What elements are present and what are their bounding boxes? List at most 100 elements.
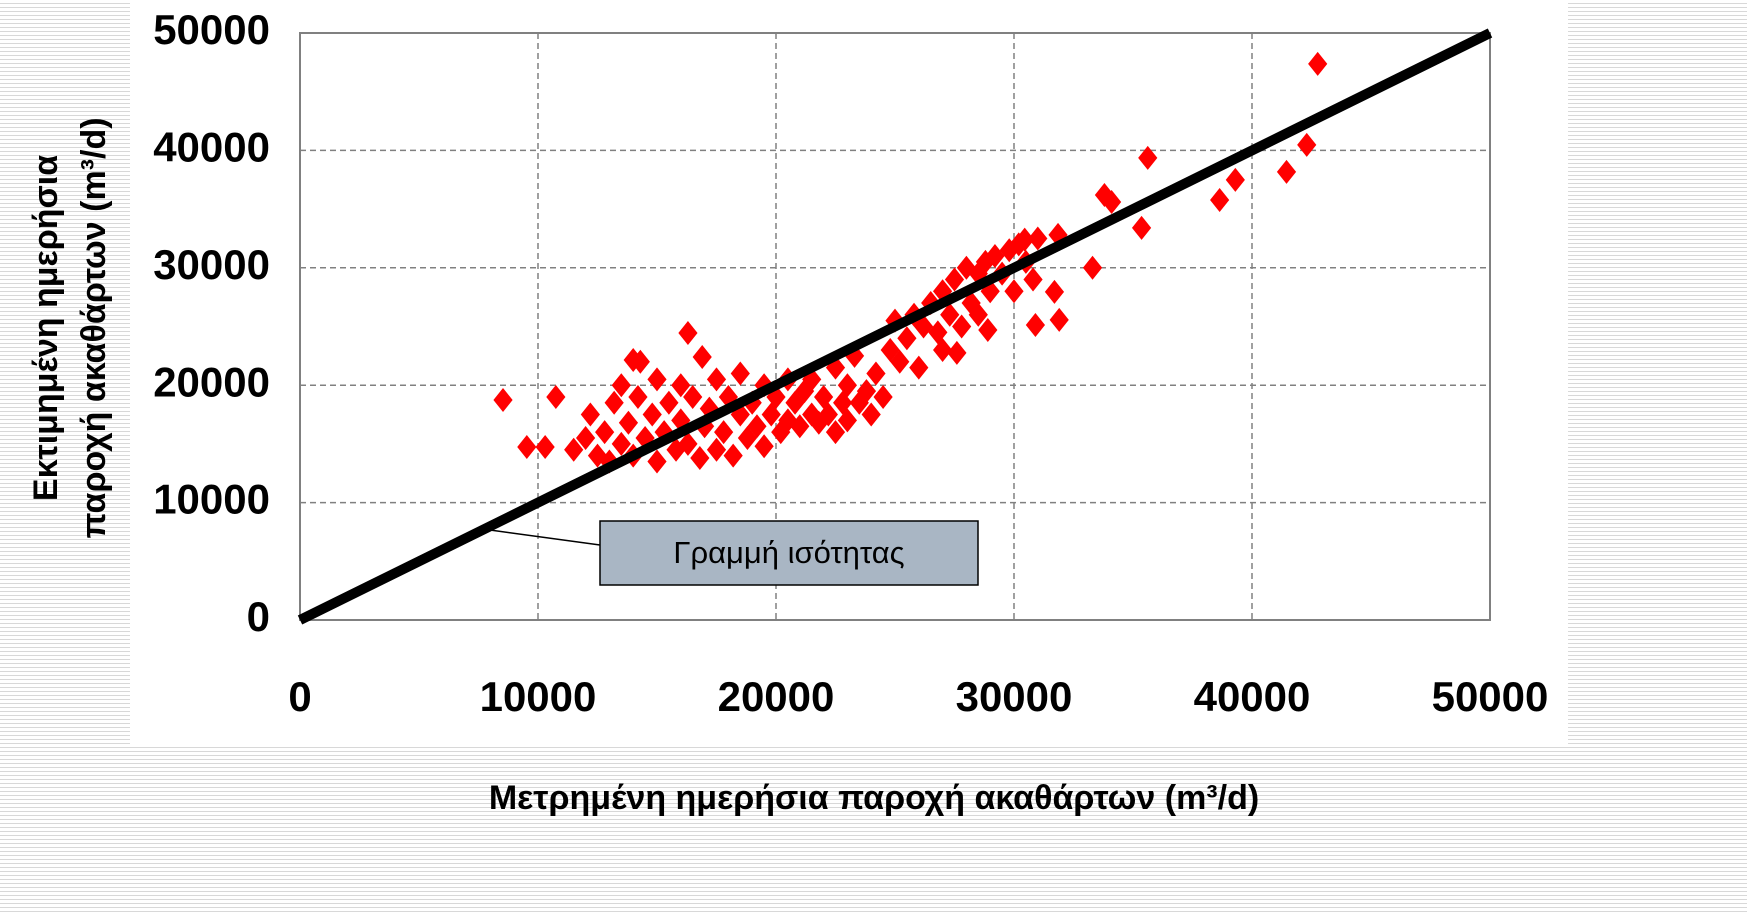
point <box>730 361 750 386</box>
point <box>642 402 662 427</box>
point <box>802 367 822 392</box>
point <box>825 420 846 445</box>
equality-line <box>297 28 1493 625</box>
point <box>1276 159 1297 184</box>
point <box>666 437 686 462</box>
point <box>980 279 1000 304</box>
y-tick-label: 40000 <box>153 123 270 170</box>
point <box>1028 226 1048 251</box>
point <box>595 420 615 445</box>
y-axis-title: Εκτιμημένη ημερήσια <box>27 155 65 501</box>
y-tick-label: 50000 <box>153 6 270 53</box>
x-tick-label: 30000 <box>956 673 1073 720</box>
point <box>785 390 805 415</box>
point <box>837 373 857 398</box>
point <box>678 320 698 345</box>
point <box>1225 167 1245 192</box>
point <box>1210 187 1230 212</box>
point <box>628 384 648 409</box>
point <box>647 367 667 392</box>
point <box>1131 215 1152 240</box>
point <box>576 426 596 451</box>
point <box>761 402 781 427</box>
point <box>1049 307 1069 332</box>
point <box>1004 279 1024 304</box>
point <box>706 437 727 462</box>
point <box>611 431 631 456</box>
point <box>1023 267 1043 292</box>
point <box>580 402 600 427</box>
point <box>706 367 727 392</box>
point <box>618 410 639 435</box>
point <box>897 326 917 351</box>
y-tick-label: 30000 <box>153 241 270 288</box>
point <box>999 238 1019 263</box>
x-tick-label: 20000 <box>718 673 835 720</box>
point <box>754 434 774 459</box>
point <box>564 437 584 462</box>
point <box>866 361 886 386</box>
point <box>1101 190 1122 215</box>
point <box>635 426 655 451</box>
point <box>1044 279 1065 304</box>
y-tick-label: 0 <box>247 593 270 640</box>
point <box>678 431 698 456</box>
point <box>933 279 953 304</box>
point <box>690 445 710 470</box>
point <box>1308 51 1328 76</box>
point <box>546 384 566 409</box>
point <box>683 384 703 409</box>
point <box>1138 145 1158 170</box>
annotation: Γραμμή ισότητας <box>673 535 904 570</box>
y-tick-label: 20000 <box>153 358 270 405</box>
point <box>1025 312 1046 337</box>
x-tick-label: 0 <box>288 673 311 720</box>
point <box>861 402 881 427</box>
point <box>978 318 998 343</box>
point <box>790 414 810 439</box>
point <box>952 314 972 339</box>
point <box>890 349 910 374</box>
point <box>1048 222 1068 247</box>
point <box>611 373 631 398</box>
point <box>1082 255 1103 280</box>
point <box>692 345 712 370</box>
point <box>517 434 537 459</box>
point <box>909 355 929 380</box>
point <box>714 420 734 445</box>
point <box>961 291 981 316</box>
y-axis-title: παροχή ακαθάρτων (m³/d) <box>75 117 113 538</box>
x-tick-label: 10000 <box>480 673 597 720</box>
point <box>873 384 893 409</box>
x-tick-label: 50000 <box>1432 673 1549 720</box>
point <box>947 340 967 365</box>
point <box>968 261 988 286</box>
point <box>880 337 900 362</box>
point <box>659 390 679 415</box>
y-tick-label: 10000 <box>153 476 270 523</box>
point <box>1009 232 1029 257</box>
point <box>671 408 691 433</box>
point <box>671 373 691 398</box>
point <box>747 414 767 439</box>
point <box>944 267 965 292</box>
point <box>940 302 960 327</box>
annotation-box <box>599 520 979 586</box>
annotation-pointer <box>489 529 601 546</box>
point <box>837 408 857 433</box>
point <box>647 449 667 474</box>
point <box>723 443 743 468</box>
point <box>1297 132 1317 157</box>
point <box>535 434 555 459</box>
point <box>968 302 988 327</box>
x-tick-label: 40000 <box>1194 673 1311 720</box>
point <box>856 379 877 404</box>
point <box>699 396 719 421</box>
point <box>849 390 869 415</box>
point <box>933 337 953 362</box>
point <box>604 390 624 415</box>
point <box>630 349 650 374</box>
point <box>814 384 834 409</box>
